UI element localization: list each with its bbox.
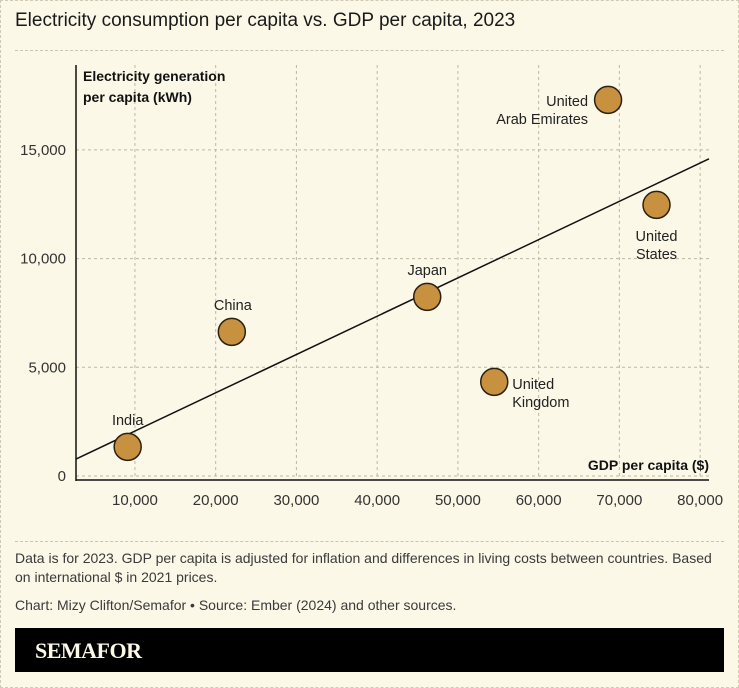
point-label: United [546,94,588,110]
y-axis-title: Electricity generation [83,68,225,84]
x-tick-label: 60,000 [516,492,562,509]
chart-title: Electricity consumption per capita vs. G… [15,10,516,31]
y-tick-label: 10,000 [20,251,66,268]
x-tick-label: 80,000 [677,492,723,509]
point-label: United [636,229,678,245]
x-tick-label: 10,000 [112,492,158,509]
point-label: States [636,247,677,263]
y-axis-title: per capita (kWh) [83,89,192,105]
x-tick-label: 50,000 [435,492,481,509]
brand-bar: SEMAFOR [15,628,724,672]
chart-note: Data is for 2023. GDP per capita is adju… [15,550,712,585]
data-point [593,85,623,115]
point-label: Arab Emirates [496,112,588,128]
data-point [412,282,442,312]
point-label: Kingdom [512,395,569,411]
y-tick-label: 5,000 [28,359,66,376]
trend-line [75,158,710,460]
header-divider [15,50,724,51]
footer-divider [15,541,724,542]
data-point [113,432,142,462]
chart-credit: Chart: Mizy Clifton/Semafor • Source: Em… [15,597,457,613]
point-label: Japan [407,263,447,279]
semafor-logo: SEMAFOR [35,638,142,663]
x-axis-title: GDP per capita ($) [588,457,709,473]
data-point [217,317,247,347]
x-tick-label: 20,000 [193,492,239,509]
scatter-chart: 10,000 20,000 30,000 40,000 50,000 60,000 70,0… [20,65,723,509]
point-label: China [214,298,253,314]
point-label: India [112,413,144,429]
x-tick-label: 70,000 [596,492,642,509]
y-tick-label: 0 [58,468,66,485]
x-tick-label: 30,000 [273,492,319,509]
x-tick-label: 40,000 [354,492,400,509]
data-point [642,190,671,220]
data-point [479,367,509,397]
y-tick-label: 15,000 [20,142,66,159]
point-label: United [512,377,554,393]
